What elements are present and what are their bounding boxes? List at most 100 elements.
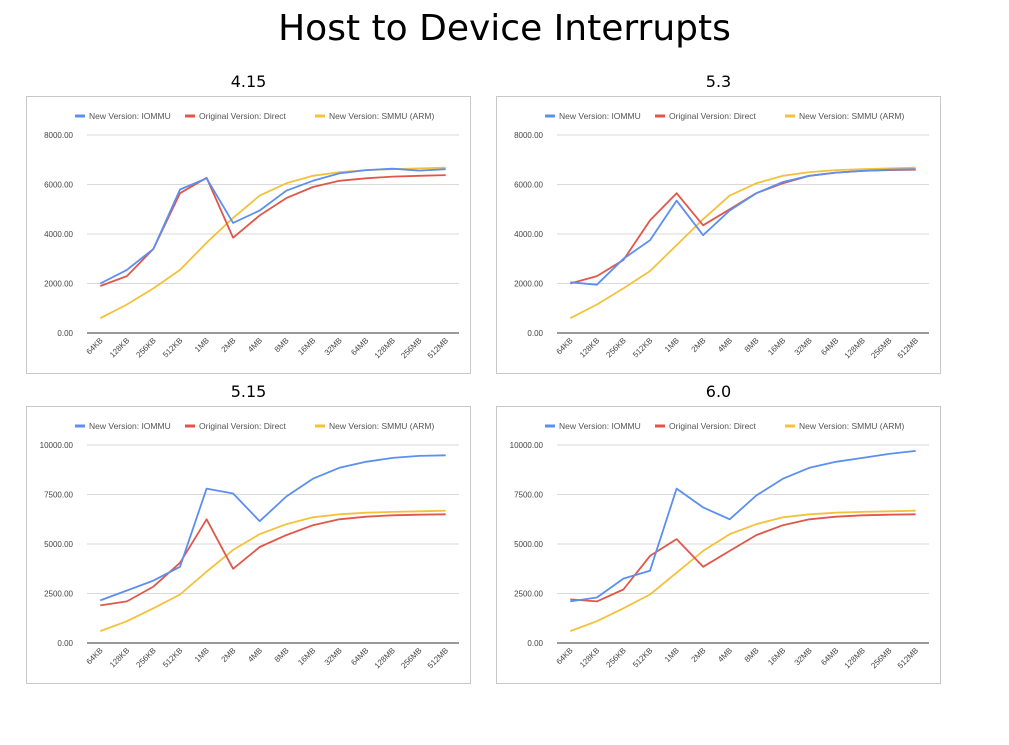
legend-item-1[interactable]: Original Version: Direct	[185, 111, 287, 121]
series-line-0[interactable]	[570, 168, 916, 286]
x-tick-label: 32MB	[323, 646, 344, 667]
x-tick-label: 256KB	[134, 646, 157, 669]
x-tick-label: 64MB	[349, 646, 370, 667]
y-tick-label: 0.00	[527, 639, 543, 648]
y-tick-label: 7500.00	[514, 491, 543, 500]
x-tick-label: 1MB	[193, 646, 211, 664]
y-tick-label: 4000.00	[514, 230, 543, 239]
x-tick-label: 512MB	[426, 646, 450, 670]
y-tick-label: 0.00	[57, 329, 73, 338]
x-tick-label: 4MB	[716, 336, 734, 354]
x-tick-label: 64KB	[84, 646, 104, 666]
x-tick-label: 16MB	[766, 646, 787, 667]
legend-item-2[interactable]: New Version: SMMU (ARM)	[785, 421, 904, 431]
series-line-2[interactable]	[569, 166, 916, 320]
x-tick-label: 8MB	[743, 336, 761, 354]
legend-label: Original Version: Direct	[669, 111, 757, 121]
y-tick-label: 10000.00	[510, 441, 544, 450]
x-tick-label: 4MB	[246, 646, 264, 664]
y-tick-label: 5000.00	[44, 540, 73, 549]
y-tick-label: 7500.00	[44, 491, 73, 500]
series-line-1[interactable]	[570, 168, 916, 285]
legend-item-1[interactable]: Original Version: Direct	[185, 421, 287, 431]
x-tick-label: 2MB	[220, 336, 238, 354]
x-tick-label: 1MB	[663, 646, 681, 664]
chart-panel-5-15: New Version: IOMMU Original Version: Dire…	[26, 406, 471, 684]
y-tick-label: 2000.00	[514, 280, 543, 289]
series-line-1[interactable]	[99, 174, 446, 287]
x-tick-label: 256MB	[399, 336, 423, 360]
series-line-1[interactable]	[570, 513, 916, 603]
series-line-0[interactable]	[99, 454, 446, 602]
series-line-0[interactable]	[570, 450, 916, 603]
x-tick-label: 256KB	[134, 336, 157, 359]
x-tick-label: 1MB	[193, 336, 211, 354]
x-tick-label: 128KB	[578, 646, 601, 669]
series-line-2[interactable]	[569, 509, 916, 632]
legend-item-0[interactable]: New Version: IOMMU	[545, 421, 641, 431]
x-tick-label: 8MB	[743, 646, 761, 664]
legend-item-0[interactable]: New Version: IOMMU	[75, 111, 171, 121]
x-tick-label: 256MB	[869, 646, 893, 670]
legend-label: New Version: IOMMU	[559, 421, 641, 431]
x-tick-label: 256KB	[604, 646, 627, 669]
x-tick-label: 128MB	[373, 336, 397, 360]
x-tick-label: 16MB	[296, 336, 317, 357]
x-tick-label: 512MB	[426, 336, 450, 360]
y-tick-label: 6000.00	[44, 181, 73, 190]
y-tick-label: 10000.00	[40, 441, 74, 450]
x-tick-label: 2MB	[690, 336, 708, 354]
x-tick-label: 128MB	[373, 646, 397, 670]
x-tick-label: 4MB	[716, 646, 734, 664]
legend-label: New Version: SMMU (ARM)	[799, 421, 904, 431]
x-tick-label: 2MB	[690, 646, 708, 664]
legend-item-1[interactable]: Original Version: Direct	[655, 421, 757, 431]
x-tick-label: 128KB	[108, 336, 131, 359]
y-tick-label: 4000.00	[44, 230, 73, 239]
x-tick-label: 16MB	[296, 646, 317, 667]
x-tick-label: 64KB	[554, 336, 574, 356]
legend-item-2[interactable]: New Version: SMMU (ARM)	[315, 111, 434, 121]
x-tick-label: 512KB	[161, 336, 184, 359]
chart-6-0: New Version: IOMMU Original Version: Dire…	[510, 421, 929, 670]
x-tick-label: 64MB	[819, 336, 840, 357]
chart-4-15: New Version: IOMMU Original Version: Dire…	[44, 111, 459, 360]
x-tick-label: 64KB	[554, 646, 574, 666]
x-tick-label: 64MB	[349, 336, 370, 357]
x-tick-label: 64MB	[819, 646, 840, 667]
x-tick-label: 128KB	[108, 646, 131, 669]
legend-item-2[interactable]: New Version: SMMU (ARM)	[785, 111, 904, 121]
y-tick-label: 8000.00	[514, 131, 543, 140]
x-tick-label: 256MB	[869, 336, 893, 360]
y-tick-label: 2500.00	[44, 590, 73, 599]
x-tick-label: 32MB	[793, 336, 814, 357]
y-tick-label: 8000.00	[44, 131, 73, 140]
legend-item-0[interactable]: New Version: IOMMU	[75, 421, 171, 431]
x-tick-label: 512KB	[161, 646, 184, 669]
legend-label: New Version: SMMU (ARM)	[799, 111, 904, 121]
y-tick-label: 2500.00	[514, 590, 543, 599]
series-line-0[interactable]	[99, 167, 446, 285]
x-tick-label: 1MB	[663, 336, 681, 354]
legend-label: Original Version: Direct	[669, 421, 757, 431]
legend-item-2[interactable]: New Version: SMMU (ARM)	[315, 421, 434, 431]
chart-title-5-15: 5.15	[230, 382, 267, 401]
chart-title-4-15: 4.15	[230, 72, 267, 91]
legend-label: New Version: SMMU (ARM)	[329, 111, 434, 121]
x-tick-label: 16MB	[766, 336, 787, 357]
legend-item-1[interactable]: Original Version: Direct	[655, 111, 757, 121]
x-tick-label: 2MB	[220, 646, 238, 664]
chart-panel-4-15: New Version: IOMMU Original Version: Dire…	[26, 96, 471, 374]
series-line-2[interactable]	[99, 509, 446, 632]
x-tick-label: 128MB	[843, 336, 867, 360]
x-tick-label: 8MB	[273, 336, 291, 354]
y-tick-label: 6000.00	[514, 181, 543, 190]
x-tick-label: 64KB	[84, 336, 104, 356]
y-tick-label: 2000.00	[44, 280, 73, 289]
x-tick-label: 128KB	[578, 336, 601, 359]
series-line-2[interactable]	[99, 166, 446, 320]
legend-item-0[interactable]: New Version: IOMMU	[545, 111, 641, 121]
x-tick-label: 512KB	[631, 336, 654, 359]
x-tick-label: 256MB	[399, 646, 423, 670]
series-line-1[interactable]	[100, 513, 446, 607]
